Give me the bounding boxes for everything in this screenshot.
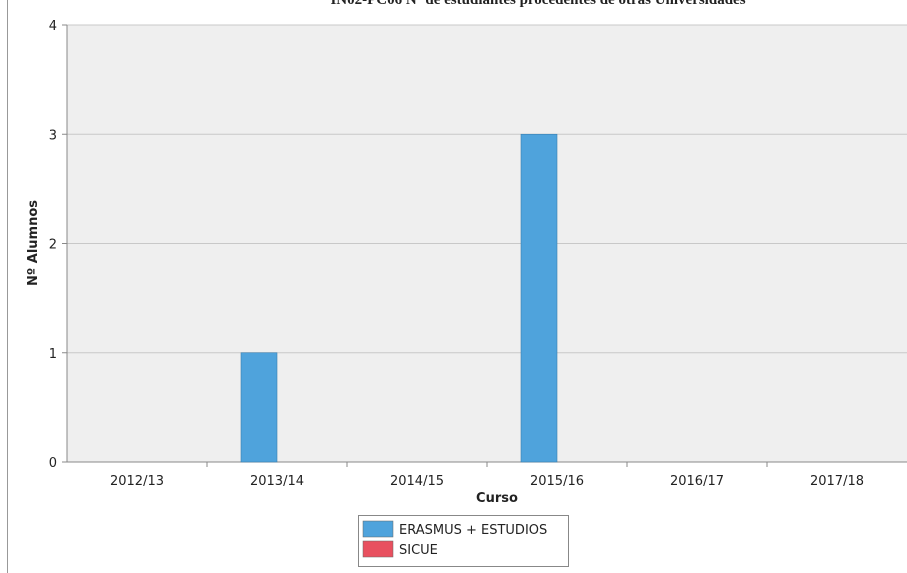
chart-title: IN02-PC06 Nº de estudiantes procedentes …	[330, 0, 745, 8]
legend-swatch	[362, 520, 394, 538]
x-tick-label: 2017/18	[810, 474, 864, 489]
bar	[240, 352, 278, 463]
legend-swatch	[362, 540, 394, 558]
x-tick-label: 2016/17	[670, 474, 724, 489]
y-tick-label: 1	[49, 347, 57, 362]
bar	[520, 133, 558, 463]
y-axis-label: Nº Alumnos	[26, 200, 41, 286]
x-tick-label: 2012/13	[110, 474, 164, 489]
y-tick-label: 4	[49, 19, 57, 34]
legend-label: SICUE	[399, 543, 438, 558]
x-tick-label: 2014/15	[390, 474, 444, 489]
y-tick-label: 3	[49, 128, 57, 143]
y-tick-label: 0	[49, 456, 57, 471]
x-tick-label: 2015/16	[530, 474, 584, 489]
legend-label: ERASMUS + ESTUDIOS	[399, 523, 547, 538]
y-tick-label: 2	[49, 238, 57, 253]
legend	[358, 515, 569, 567]
x-tick-label: 2013/14	[250, 474, 304, 489]
x-axis-label: Curso	[476, 491, 518, 506]
